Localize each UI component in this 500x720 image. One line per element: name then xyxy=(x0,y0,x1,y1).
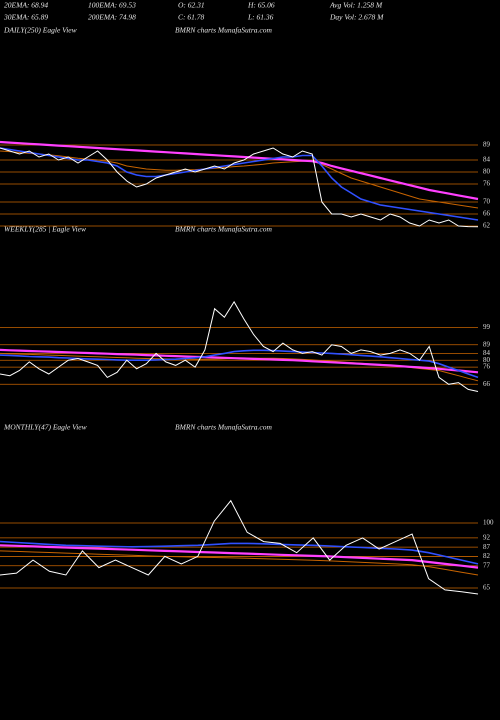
header-stat: 100EMA: 69.53 xyxy=(88,1,136,10)
y-tick-label: 76 xyxy=(483,180,491,188)
header-stat: Avg Vol: 1.258 M xyxy=(329,1,383,10)
series-line xyxy=(0,147,479,221)
panel-title: DAILY(250) Eagle View xyxy=(3,26,77,35)
y-tick-label: 62 xyxy=(483,222,491,230)
series-line xyxy=(0,140,479,201)
y-tick-label: 100 xyxy=(483,519,494,527)
series-line xyxy=(0,300,479,392)
series-line xyxy=(0,550,479,576)
y-tick-label: 80 xyxy=(483,356,491,364)
y-tick-label: 70 xyxy=(483,198,491,206)
header-stat: Day Vol: 2.678 M xyxy=(329,13,384,22)
y-tick-label: 99 xyxy=(483,323,491,331)
y-tick-label: 66 xyxy=(483,210,491,218)
panel-subtitle: BMRN charts MunafaSutra.com xyxy=(175,423,272,432)
y-tick-label: 66 xyxy=(483,380,491,388)
y-tick-label: 82 xyxy=(483,552,491,560)
series-line xyxy=(0,147,479,228)
header-stat: 20EMA: 68.94 xyxy=(4,1,48,10)
header-stat: 200EMA: 74.98 xyxy=(88,13,136,22)
y-tick-label: 89 xyxy=(483,141,491,149)
header-stat: 30EMA: 65.89 xyxy=(3,13,48,22)
y-tick-label: 87 xyxy=(483,543,491,551)
series-line xyxy=(0,348,479,374)
y-tick-label: 84 xyxy=(483,349,491,357)
series-line xyxy=(0,544,479,569)
panel-title: WEEKLY(285 | Eagle View xyxy=(4,225,86,234)
header-stat: C: 61.78 xyxy=(178,13,205,22)
series-line xyxy=(0,499,479,595)
panel-subtitle: BMRN charts MunafaSutra.com xyxy=(175,26,272,35)
series-line xyxy=(0,540,479,565)
panel-title: MONTHLY(47) Eagle View xyxy=(3,423,87,432)
series-line xyxy=(0,349,479,379)
y-tick-label: 76 xyxy=(483,363,491,371)
y-tick-label: 80 xyxy=(483,168,491,176)
y-tick-label: 92 xyxy=(483,533,491,541)
series-line xyxy=(0,150,479,209)
y-tick-label: 65 xyxy=(483,584,491,592)
y-tick-label: 89 xyxy=(483,340,491,348)
header-stat: H: 65.06 xyxy=(247,1,275,10)
header-stat: L: 61.36 xyxy=(247,13,274,22)
panel-subtitle: BMRN charts MunafaSutra.com xyxy=(175,225,272,234)
y-tick-label: 84 xyxy=(483,156,491,164)
y-tick-label: 77 xyxy=(483,561,491,569)
header-stat: O: 62.31 xyxy=(178,1,205,10)
